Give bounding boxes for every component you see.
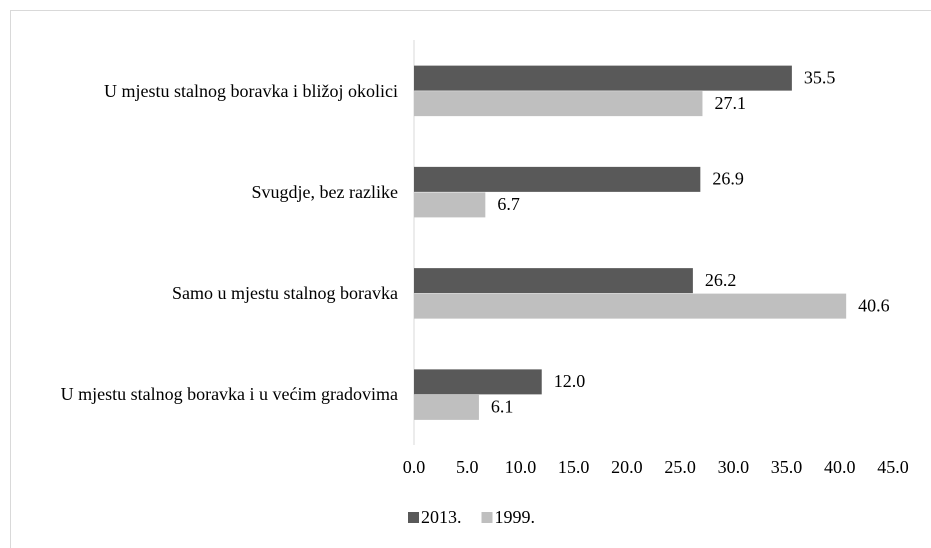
legend-label: 1999.	[495, 507, 536, 527]
x-tick-label: 10.0	[505, 457, 537, 477]
category-label: Samo u mjestu stalnog boravka	[172, 281, 398, 305]
category-label: U mjestu stalnog boravka i bližoj okolic…	[104, 79, 398, 103]
data-label: 40.6	[858, 295, 890, 315]
data-label: 6.7	[497, 194, 519, 214]
legend-swatch	[481, 512, 493, 523]
bar	[414, 192, 486, 218]
category-text: U mjestu stalnog boravka i bližoj okolic…	[104, 80, 398, 101]
category-label: U mjestu stalnog boravka i u većim grado…	[61, 382, 398, 406]
bar	[414, 65, 792, 91]
x-tick-label: 20.0	[611, 457, 643, 477]
bar	[414, 394, 479, 420]
bar	[414, 293, 847, 319]
data-label: 35.5	[804, 67, 836, 87]
data-label: 27.1	[714, 93, 746, 113]
category-text: Samo u mjestu stalnog boravka	[172, 283, 398, 304]
legend-label: 2013.	[421, 507, 462, 527]
legend-swatch	[408, 512, 419, 523]
data-label: 6.1	[491, 397, 514, 417]
bar	[414, 268, 693, 294]
data-label: 12.0	[554, 371, 586, 391]
data-label: 26.9	[712, 169, 744, 189]
x-tick-label: 15.0	[558, 457, 590, 477]
bar	[414, 91, 703, 117]
x-tick-label: 40.0	[824, 457, 856, 477]
bar	[414, 369, 542, 395]
category-text: U mjestu stalnog boravka i u većim grado…	[60, 384, 398, 405]
x-tick-label: 0.0	[403, 457, 426, 477]
category-label: Svugdje, bez razlike	[252, 180, 398, 204]
x-tick-label: 25.0	[664, 457, 696, 477]
x-tick-label: 35.0	[771, 457, 803, 477]
data-label: 26.2	[705, 270, 737, 290]
x-tick-label: 45.0	[877, 457, 909, 477]
x-tick-label: 30.0	[718, 457, 750, 477]
bar	[414, 166, 701, 192]
x-tick-label: 5.0	[456, 457, 479, 477]
category-text: Svugdje, bez razlike	[251, 181, 398, 202]
